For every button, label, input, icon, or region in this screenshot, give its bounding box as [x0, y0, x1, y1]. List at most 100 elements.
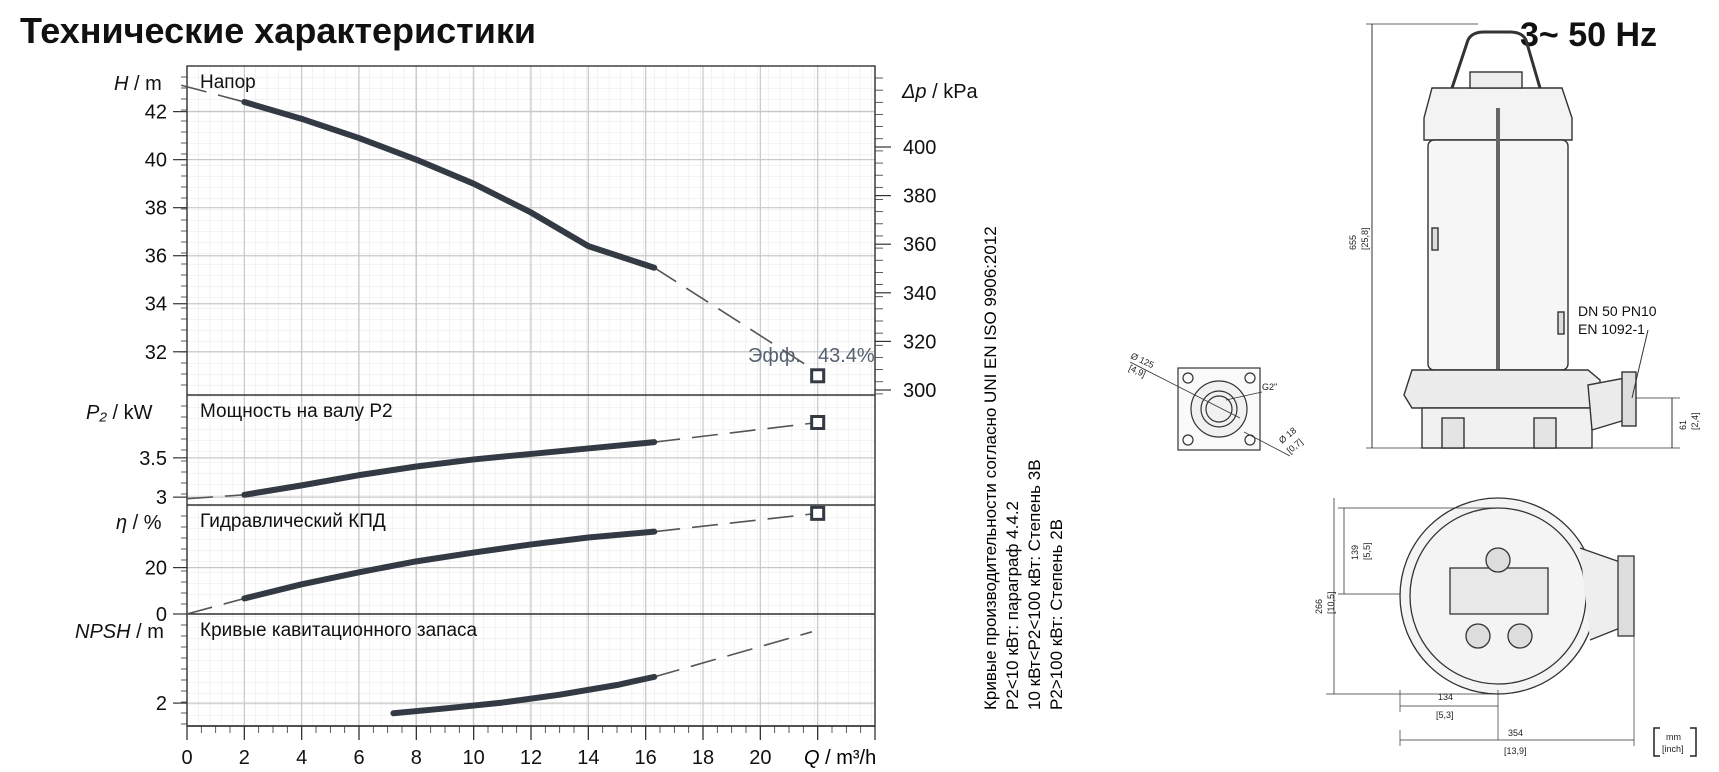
dim-61: 61 — [1678, 420, 1688, 430]
flange-label-1: DN 50 PN10 — [1578, 303, 1657, 319]
dim-134-inch: [5,3] — [1436, 710, 1454, 720]
x-tick-label: 20 — [749, 747, 771, 769]
panel-title: Напор — [200, 72, 256, 93]
panel-title: Кривые кавитационного запаса — [200, 620, 478, 641]
y-axis-unit: / % — [127, 512, 162, 534]
y-tick-label: 36 — [145, 246, 167, 268]
dim-266-inch: [10,5] — [1326, 591, 1336, 614]
y2-tick-label: 320 — [903, 331, 936, 353]
x-tick-label: 0 — [181, 747, 192, 769]
pump-foot-left — [1441, 417, 1465, 449]
y-axis-label: NPSH / m — [75, 621, 164, 643]
y2-axis-symbol: Δp — [901, 81, 927, 103]
plan-center-block — [1449, 567, 1549, 615]
y2-tick-label: 340 — [903, 283, 936, 305]
pump-side-lug-right — [1557, 311, 1565, 335]
dim-61-inch: [2,4] — [1690, 412, 1700, 430]
units-mm: mm — [1666, 732, 1681, 742]
curve-extrapolation — [181, 84, 813, 370]
pump-handle — [1450, 30, 1542, 89]
x-axis-label: Q / m³/h — [804, 747, 876, 769]
note-line-1: Кривые производительности согласно UNI E… — [981, 226, 1000, 710]
note-line-3: 10 кВт<P2<100 кВт: Степень 3B — [1025, 459, 1044, 710]
x-tick-label: 4 — [296, 747, 307, 769]
flange-leader — [1631, 329, 1649, 399]
notes-block: Кривые производительности согласно UNI E… — [981, 226, 1066, 710]
y-tick-label: 38 — [145, 198, 167, 220]
y-tick-label: 20 — [145, 558, 167, 580]
x-tick-label: 14 — [577, 747, 599, 769]
x-tick-label: 10 — [463, 747, 485, 769]
y2-axis-unit: / kPa — [927, 81, 979, 103]
dim-354-inch: [13,9] — [1504, 746, 1527, 756]
units-inch: [inch] — [1662, 744, 1684, 754]
base-hole-2 — [1244, 372, 1256, 384]
pump-foot-right — [1533, 417, 1557, 449]
dim-354: 354 — [1508, 728, 1523, 738]
y2-tick-label: 380 — [903, 186, 936, 208]
pump-top-cap — [1469, 71, 1523, 89]
dim-134: 134 — [1438, 692, 1453, 702]
y-axis-unit: / kW — [107, 402, 153, 424]
dim-139: 139 — [1350, 545, 1360, 560]
dim-266: 266 — [1314, 599, 1324, 614]
panel-title: Мощность на валу P2 — [200, 401, 393, 422]
y-axis-label: P₂ / kW — [86, 402, 153, 424]
pump-side-view — [1366, 23, 1680, 449]
curve-extrapolation — [186, 421, 818, 500]
y2-tick-label: 360 — [903, 234, 936, 256]
pump-side-lug-left — [1431, 227, 1439, 251]
plan-bottom-boss-2 — [1507, 623, 1533, 649]
y2-axis-label: Δp / kPa — [901, 81, 979, 103]
plan-discharge-flange — [1617, 555, 1635, 637]
units-legend: mm [inch] — [1653, 727, 1697, 757]
best-efficiency-marker — [810, 505, 826, 521]
frequency-label: 3~ 50 Hz — [1520, 16, 1658, 54]
y-axis-unit: / m — [131, 621, 164, 643]
best-efficiency-marker — [810, 368, 826, 384]
x-axis: 0 2 4 6 8 10 12 14 16 18 20 — [181, 726, 876, 769]
pump-discharge — [1587, 377, 1626, 431]
base-hole-1 — [1182, 372, 1194, 384]
x-axis-label-q: Q — [804, 747, 820, 769]
curve-extrapolation — [186, 512, 818, 615]
plan-bottom-boss-1 — [1465, 623, 1491, 649]
x-tick-label: 12 — [520, 747, 542, 769]
y-axis-label: η / % — [116, 512, 162, 534]
plan-top-boss — [1485, 547, 1511, 573]
page-title: Технические характеристики — [20, 10, 537, 51]
y-axis-symbol: H — [114, 73, 129, 95]
chart-grid-layer — [186, 66, 876, 726]
y-axis-symbol: η — [116, 512, 127, 534]
x-tick-label: 16 — [635, 747, 657, 769]
y-axis-symbol: NPSH — [75, 621, 131, 643]
x-tick-label: 2 — [239, 747, 250, 769]
x-tick-label: 18 — [692, 747, 714, 769]
base-port-outer — [1190, 380, 1248, 438]
y-axis-label: H / m — [114, 73, 162, 95]
y-tick-label: 42 — [145, 102, 167, 124]
flange-label-2: EN 1092-1 — [1578, 321, 1645, 337]
panel-title: Гидравлический КПД — [200, 511, 386, 532]
curve-3 — [241, 528, 658, 602]
curve-extrapolation — [654, 631, 813, 678]
dim-g2: G2" — [1262, 382, 1277, 392]
y-tick-label: 2 — [156, 693, 167, 715]
y-tick-label: 3.5 — [139, 448, 167, 470]
pump-volute — [1403, 369, 1601, 409]
pump-discharge-flange — [1621, 371, 1637, 427]
y-tick-label: 3 — [156, 487, 167, 509]
y2-tick-label: 300 — [903, 380, 936, 402]
base-port-core — [1205, 395, 1233, 423]
efficiency-value: 43.4% — [818, 345, 875, 367]
y-tick-label: 32 — [145, 342, 167, 364]
curve-2 — [241, 439, 658, 498]
chart-curves-layer: Эфф. 43.4% — [181, 84, 875, 717]
y-axis-unit: / m — [128, 73, 161, 95]
y-tick-label: 0 — [156, 604, 167, 626]
y-axis-symbol: P₂ — [86, 402, 107, 424]
curve-1 — [241, 99, 658, 271]
note-line-2: P2<10 кВт: параграф 4.4.2 — [1003, 501, 1022, 710]
